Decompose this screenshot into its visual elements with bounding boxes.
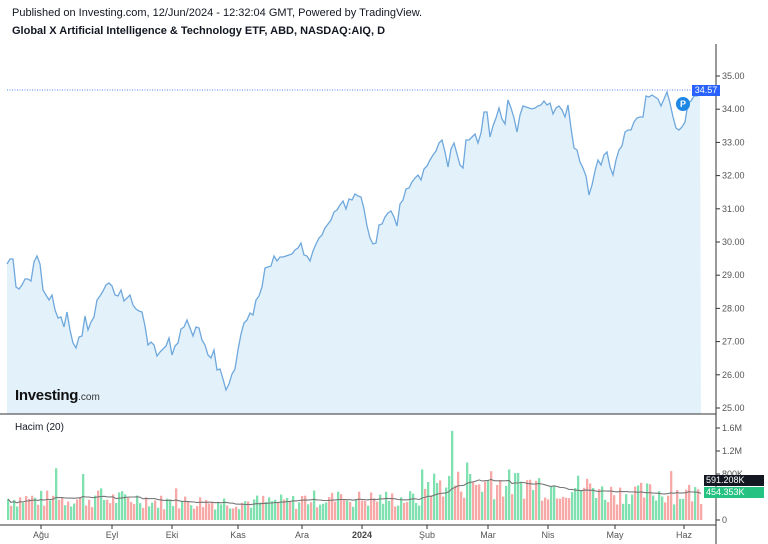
chart-title: Global X Artificial Intelligence & Techn… [12, 25, 386, 37]
logo-suffix: .com [78, 392, 100, 403]
time-tick-label: Ağu [33, 530, 49, 540]
price-tick-label: 30.00 [722, 237, 745, 247]
event-badge-icon[interactable]: P [676, 97, 690, 111]
time-tick-label: May [606, 530, 624, 540]
time-tick-label: Şub [419, 530, 435, 540]
time-tick-label: Ara [295, 530, 309, 540]
time-tick-label: Mar [480, 530, 496, 540]
time-tick-label: 2024 [352, 530, 372, 540]
last-price-label: 34.57 [692, 85, 720, 96]
price-tick-label: 25.00 [722, 403, 745, 413]
volume-bars [7, 430, 703, 520]
time-axis[interactable]: Ağu Eyl Eki Kas Ara 2024 Şub Mar Nis May Haz [33, 525, 693, 540]
price-tick-label: 32.00 [722, 171, 745, 181]
price-tick-label: 27.00 [722, 337, 745, 347]
price-tick-label: 35.00 [722, 71, 745, 81]
price-line [6, 90, 701, 392]
volume-tick-label: 0 [722, 515, 727, 525]
volume-ma-line [7, 478, 702, 506]
volume-tick-label: 1.2M [722, 446, 742, 456]
price-tick-label: 31.00 [722, 204, 745, 214]
last-volume-label: 454.353K [704, 487, 764, 498]
investing-logo: Investing.com [15, 387, 100, 404]
time-tick-label: Kas [230, 530, 246, 540]
time-tick-label: Nis [542, 530, 555, 540]
logo-main: Investing [15, 387, 79, 404]
price-tick-label: 33.00 [722, 137, 745, 147]
time-tick-label: Eki [166, 530, 179, 540]
price-tick-label: 34.00 [722, 104, 745, 114]
time-tick-label: Eyl [106, 530, 119, 540]
volume-axis[interactable]: 1.6M 1.2M 800K 0 [716, 423, 743, 525]
volume-tick-label: 1.6M [722, 423, 742, 433]
price-tick-label: 28.00 [722, 303, 745, 313]
volume-panel-title[interactable]: Hacim (20) [15, 422, 64, 433]
price-tick-label: 26.00 [722, 370, 745, 380]
volume-tick-label: 800K [722, 469, 743, 479]
price-area [7, 92, 701, 414]
price-tick-label: 29.00 [722, 270, 745, 280]
time-tick-label: Haz [676, 530, 693, 540]
published-info: Published on Investing.com, 12/Jun/2024 … [12, 7, 423, 19]
price-axis[interactable]: 35.00 34.00 33.00 32.00 31.00 30.00 29.00 28.00… [716, 71, 745, 413]
volume-ma-label: 591.208K [704, 475, 764, 486]
